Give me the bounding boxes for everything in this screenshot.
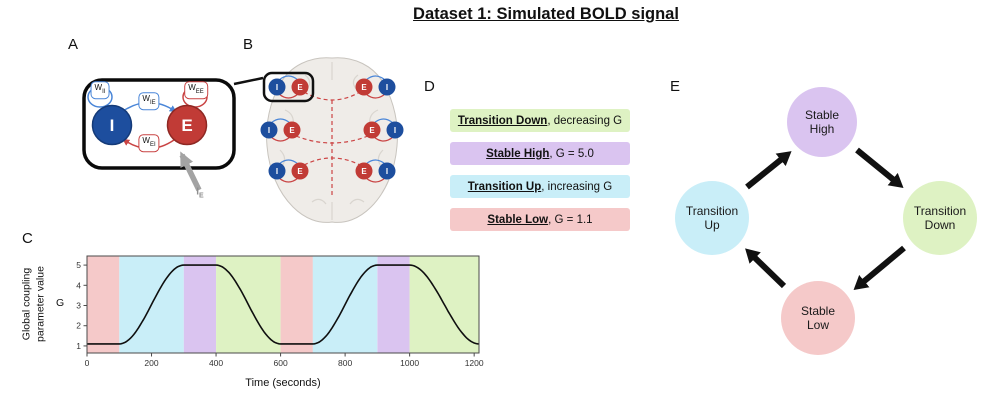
- cycle-node-stable-high: Stable High: [787, 87, 857, 157]
- svg-text:E: E: [369, 126, 375, 135]
- x-tick-label: 0: [85, 358, 90, 368]
- g-parameter-curve: [87, 264, 480, 345]
- excitatory-node-letter: E: [181, 116, 192, 135]
- panel-b-brain-diagram: I E E I I E E I I E E I: [260, 57, 404, 223]
- legend-item-stable-low: Stable Low, G = 1.1: [450, 208, 630, 231]
- brain-node-e: [355, 162, 373, 180]
- panel-label-c: C: [22, 230, 33, 247]
- brain-node-i: [268, 78, 286, 96]
- brain-node-i: [378, 78, 396, 96]
- pair-excitation-arcs: [270, 75, 394, 165]
- external-input-arrow: [179, 151, 202, 192]
- y-tick-label: 5: [76, 260, 81, 270]
- y-tick-label: 4: [76, 280, 81, 290]
- svg-text:E: E: [361, 167, 367, 176]
- x-tick-label: 400: [209, 358, 223, 368]
- brain-node-i: [386, 121, 404, 139]
- legend-name: Stable High: [486, 147, 550, 160]
- brain-node-e: [363, 121, 381, 139]
- svg-text:I: I: [394, 126, 396, 135]
- phase-band-stable-low: [87, 256, 120, 353]
- legend-name: Stable Low: [487, 213, 549, 226]
- y-axis-label: Global coupling parameter value: [20, 266, 46, 342]
- legend-item-transition-down: Transition Down, decreasing G: [450, 109, 630, 132]
- phase-band-stable-high: [183, 256, 217, 353]
- x-axis-label: Time (seconds): [245, 377, 321, 389]
- brain-node-e: [355, 78, 373, 96]
- svg-text:E: E: [297, 83, 303, 92]
- phase-band-stable-high: [377, 256, 410, 353]
- panel-label-b: B: [243, 36, 254, 53]
- phase-band-stable-low: [280, 256, 313, 353]
- arrow-low-to-up: [745, 248, 787, 289]
- svg-text:I: I: [276, 167, 278, 176]
- legend-desc: , G = 1.1: [548, 213, 593, 226]
- cycle-node-transition-up: Transition Up: [675, 181, 749, 255]
- inhibitory-node-letter: I: [110, 116, 115, 135]
- brain-node-i: [260, 121, 278, 139]
- external-input-label: IE: [196, 186, 204, 200]
- panel-a-network-diagram: I E: [82, 78, 236, 192]
- arrow-up-to-high: [745, 151, 792, 190]
- panel-label-a: A: [68, 36, 79, 53]
- brain-node-i: [378, 162, 396, 180]
- coupling-parameter-chart: 0 200 400 600 800 1000 1200 1 2 3 4 5: [76, 255, 484, 368]
- brain-outline: [266, 57, 398, 223]
- arrow-high-to-down: [855, 147, 904, 188]
- zoom-highlight-box: [262, 71, 315, 103]
- x-tick-label: 800: [338, 358, 352, 368]
- brain-sulci: [279, 62, 384, 220]
- svg-text:E: E: [297, 167, 303, 176]
- interhemispheric-connections: [295, 91, 369, 195]
- svg-text:I: I: [386, 167, 388, 176]
- svg-text:E: E: [361, 83, 367, 92]
- y-tick-label: 2: [76, 321, 81, 331]
- y-tick-label: 3: [76, 301, 81, 311]
- legend-desc: , G = 5.0: [549, 147, 594, 160]
- panel-label-d: D: [424, 78, 435, 95]
- circuit-box: [82, 78, 236, 170]
- arrow-down-to-low: [853, 245, 906, 291]
- panel-label-e: E: [670, 78, 681, 95]
- svg-text:E: E: [289, 126, 295, 135]
- svg-text:I: I: [268, 126, 270, 135]
- brain-node-e: [291, 162, 309, 180]
- legend-desc: , decreasing G: [547, 114, 623, 127]
- svg-text:I: I: [386, 83, 388, 92]
- legend-item-transition-up: Transition Up, increasing G: [450, 175, 630, 198]
- w-ee-label: WEE: [184, 81, 208, 99]
- cycle-node-transition-down: Transition Down: [903, 181, 977, 255]
- plot-frame: [86, 255, 480, 354]
- cycle-node-stable-low: Stable Low: [781, 281, 855, 355]
- legend-name: Transition Up: [467, 180, 542, 193]
- x-tick-label: 1200: [465, 358, 484, 368]
- x-tick-label: 600: [273, 358, 287, 368]
- legend-item-stable-high: Stable High, G = 5.0: [450, 142, 630, 165]
- w-ii-label: WII: [90, 81, 110, 99]
- w-ie-label: WIE: [138, 92, 160, 110]
- y-axis-unit: G: [56, 297, 65, 309]
- x-tick-label: 200: [144, 358, 158, 368]
- pair-inhibition-arcs: [270, 93, 394, 183]
- legend-name: Transition Down: [457, 114, 548, 127]
- w-ei-label: WEI: [138, 134, 160, 152]
- excitatory-node: [166, 104, 208, 146]
- y-tick-label: 1: [76, 341, 81, 351]
- legend-desc: , increasing G: [541, 180, 613, 193]
- brain-node-pairs: I E E I I E E I I E E I: [260, 75, 404, 183]
- brain-node-e: [283, 121, 301, 139]
- brain-node-i: [268, 162, 286, 180]
- svg-text:I: I: [276, 83, 278, 92]
- figure-title: Dataset 1: Simulated BOLD signal: [413, 5, 679, 23]
- x-tick-label: 1000: [400, 358, 419, 368]
- brain-node-e: [291, 78, 309, 96]
- inhibitory-node: [91, 104, 133, 146]
